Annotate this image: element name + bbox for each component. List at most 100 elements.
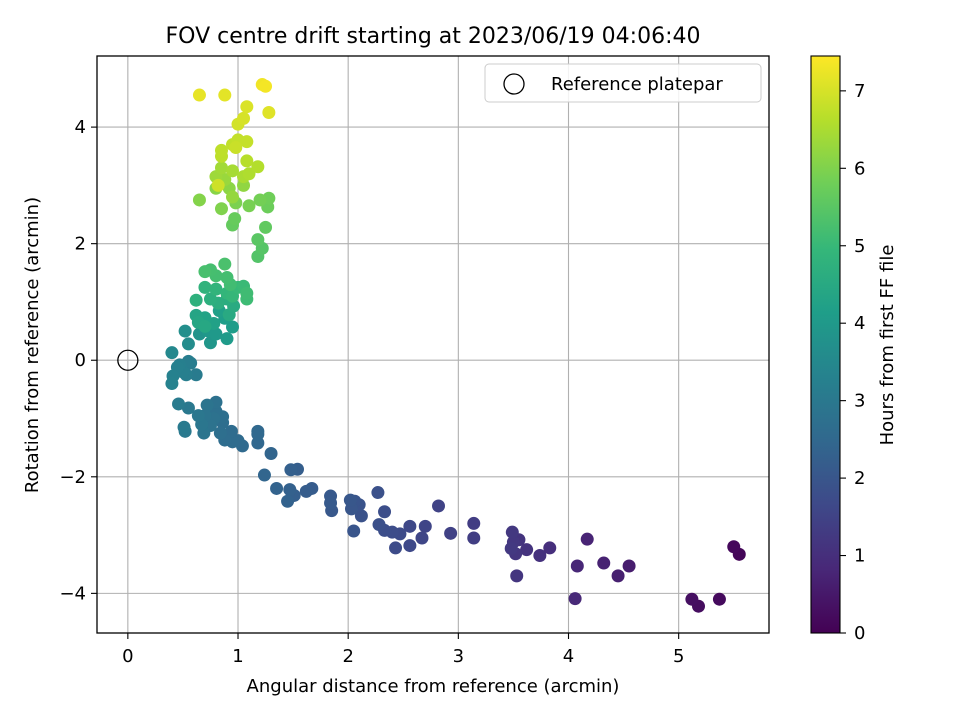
y-axis-label: Rotation from reference (arcmin) bbox=[22, 197, 43, 493]
data-point bbox=[203, 292, 217, 306]
data-point bbox=[181, 337, 195, 351]
data-point bbox=[214, 161, 228, 175]
data-point bbox=[262, 106, 276, 120]
colorbar-ticks: 0 1 2 3 4 5 6 7 bbox=[840, 81, 865, 644]
data-point bbox=[533, 548, 547, 562]
data-point bbox=[389, 541, 403, 555]
data-point bbox=[229, 141, 243, 154]
data-point bbox=[520, 543, 534, 557]
data-point bbox=[354, 509, 368, 523]
data-point bbox=[189, 368, 203, 382]
legend-marker bbox=[503, 73, 525, 95]
data-point bbox=[324, 496, 338, 510]
y-tick-label: 0 bbox=[75, 350, 86, 371]
data-point bbox=[264, 446, 278, 460]
data-point bbox=[191, 409, 205, 423]
data-point bbox=[270, 481, 284, 495]
x-axis-ticks: 0 1 2 3 4 5 bbox=[122, 633, 684, 667]
data-point bbox=[198, 265, 212, 279]
colorbar: 0 1 2 3 4 5 6 7 Hours from first FF file bbox=[810, 55, 898, 644]
data-point bbox=[343, 493, 357, 507]
data-point bbox=[220, 270, 234, 284]
data-point bbox=[371, 486, 385, 500]
data-point bbox=[218, 88, 232, 102]
data-point bbox=[198, 319, 212, 333]
grid bbox=[97, 56, 769, 633]
data-point bbox=[242, 167, 256, 181]
data-point bbox=[189, 293, 203, 307]
data-point bbox=[347, 524, 361, 538]
data-point bbox=[240, 100, 254, 114]
x-tick-label: 0 bbox=[122, 646, 133, 667]
data-point bbox=[259, 220, 273, 234]
data-point bbox=[712, 592, 726, 606]
data-point bbox=[228, 212, 242, 226]
data-point bbox=[543, 541, 557, 555]
data-point bbox=[240, 286, 254, 300]
colorbar-tick-label: 6 bbox=[854, 158, 865, 179]
x-axis-label: Angular distance from reference (arcmin) bbox=[247, 676, 620, 697]
x-tick-label: 2 bbox=[342, 646, 353, 667]
legend-label: Reference platepar bbox=[551, 74, 723, 95]
colorbar-tick-label: 4 bbox=[854, 313, 865, 334]
x-tick-label: 5 bbox=[673, 646, 684, 667]
data-point bbox=[467, 516, 481, 530]
data-point bbox=[181, 401, 195, 415]
data-point bbox=[200, 398, 214, 412]
data-point bbox=[240, 135, 254, 149]
reference-marker-layer bbox=[117, 349, 139, 371]
data-point bbox=[257, 468, 271, 482]
y-tick-label: 2 bbox=[75, 234, 86, 255]
data-point bbox=[213, 426, 227, 440]
data-point bbox=[192, 193, 206, 207]
colorbar-tick-label: 7 bbox=[854, 81, 865, 102]
data-point bbox=[283, 483, 297, 497]
data-point bbox=[284, 463, 298, 477]
data-point bbox=[237, 111, 251, 125]
data-point bbox=[218, 257, 232, 271]
data-point bbox=[240, 154, 254, 168]
data-point bbox=[259, 79, 273, 93]
data-point bbox=[165, 346, 179, 360]
colorbar-tick-label: 3 bbox=[854, 391, 865, 412]
data-point bbox=[378, 505, 392, 519]
data-point bbox=[214, 202, 228, 216]
legend: Reference platepar bbox=[484, 63, 762, 103]
data-point bbox=[165, 377, 179, 391]
data-points bbox=[165, 78, 746, 613]
data-point bbox=[177, 420, 191, 434]
chart-title: FOV centre drift starting at 2023/06/19 … bbox=[166, 24, 701, 49]
plot-frame bbox=[96, 55, 770, 634]
colorbar-tick-label: 5 bbox=[854, 236, 865, 257]
data-point bbox=[505, 525, 519, 539]
data-point bbox=[214, 143, 228, 157]
data-point bbox=[597, 556, 611, 570]
data-point bbox=[226, 190, 239, 204]
x-tick-label: 1 bbox=[232, 646, 243, 667]
data-point bbox=[253, 193, 267, 207]
data-point bbox=[209, 327, 223, 341]
data-point bbox=[580, 532, 594, 546]
data-point bbox=[568, 592, 582, 606]
data-point bbox=[467, 531, 481, 545]
x-tick-label: 3 bbox=[453, 646, 464, 667]
data-point bbox=[220, 332, 234, 346]
data-point bbox=[403, 519, 417, 533]
y-tick-label: −4 bbox=[59, 583, 86, 604]
colorbar-tick-label: 2 bbox=[854, 468, 865, 489]
colorbar-frame bbox=[810, 55, 841, 634]
reference-platepar-marker bbox=[117, 349, 139, 371]
data-point bbox=[281, 494, 295, 508]
data-point bbox=[685, 592, 699, 606]
data-point bbox=[570, 559, 584, 573]
data-point bbox=[415, 531, 429, 545]
data-point bbox=[418, 519, 432, 533]
data-point bbox=[178, 324, 192, 338]
data-point bbox=[198, 280, 212, 294]
data-point bbox=[432, 499, 446, 513]
x-tick-label: 4 bbox=[563, 646, 574, 667]
data-point bbox=[172, 397, 186, 411]
colorbar-tick-label: 0 bbox=[854, 623, 865, 644]
data-point bbox=[251, 233, 265, 247]
